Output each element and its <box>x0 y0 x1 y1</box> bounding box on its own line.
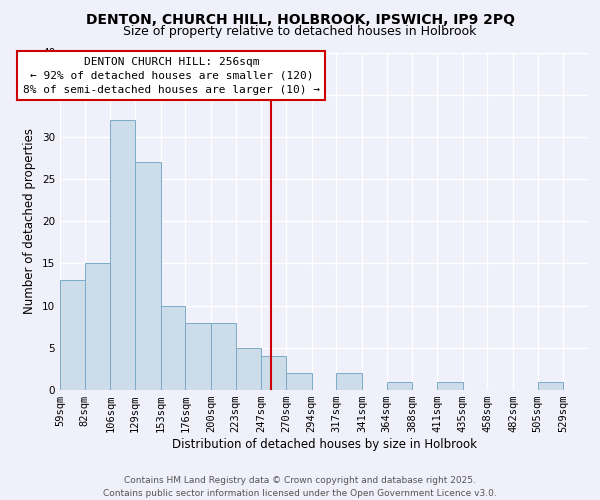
Bar <box>85 264 110 390</box>
Text: Size of property relative to detached houses in Holbrook: Size of property relative to detached ho… <box>124 25 476 38</box>
Text: DENTON, CHURCH HILL, HOLBROOK, IPSWICH, IP9 2PQ: DENTON, CHURCH HILL, HOLBROOK, IPSWICH, … <box>86 12 515 26</box>
Bar <box>60 280 85 390</box>
Bar <box>386 382 412 390</box>
Bar <box>185 322 211 390</box>
Bar <box>538 382 563 390</box>
Bar <box>286 373 311 390</box>
Bar <box>211 322 236 390</box>
Bar <box>110 120 135 390</box>
Y-axis label: Number of detached properties: Number of detached properties <box>23 128 37 314</box>
X-axis label: Distribution of detached houses by size in Holbrook: Distribution of detached houses by size … <box>172 438 476 451</box>
Bar <box>437 382 463 390</box>
Bar <box>135 162 161 390</box>
Bar <box>262 356 286 390</box>
Text: DENTON CHURCH HILL: 256sqm
← 92% of detached houses are smaller (120)
8% of semi: DENTON CHURCH HILL: 256sqm ← 92% of deta… <box>23 56 320 94</box>
Bar <box>161 306 185 390</box>
Text: Contains HM Land Registry data © Crown copyright and database right 2025.
Contai: Contains HM Land Registry data © Crown c… <box>103 476 497 498</box>
Bar <box>236 348 262 390</box>
Bar <box>337 373 362 390</box>
